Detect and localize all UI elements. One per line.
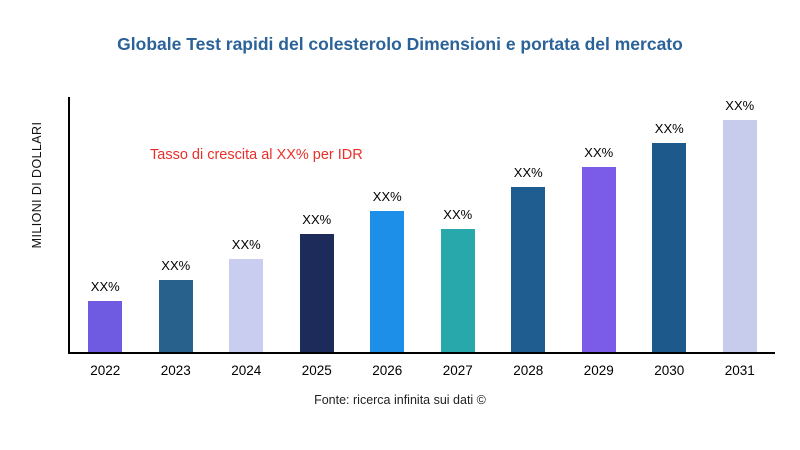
bar-value-label: XX% bbox=[654, 121, 684, 137]
x-tick-label-2028: 2028 bbox=[513, 363, 544, 378]
bar-value-label: XX% bbox=[90, 279, 120, 294]
bar-column-2022: XX% 2022 bbox=[70, 97, 141, 378]
bar-column-2025: XX% 2025 bbox=[282, 97, 353, 378]
bar-2024 bbox=[229, 259, 264, 352]
y-axis-label: MILIONI DI DOLLARI bbox=[30, 121, 44, 249]
bar-2028 bbox=[511, 187, 546, 352]
bar-column-2031: XX% 2031 bbox=[705, 97, 776, 378]
bar-2025 bbox=[299, 233, 334, 352]
bar-column-2029: XX% 2029 bbox=[564, 97, 635, 378]
x-tick-label-2023: 2023 bbox=[160, 363, 191, 378]
bar-column-2028: XX% 2028 bbox=[493, 97, 564, 378]
bars-container: XX% 2022 XX% 2023 XX% 2024 XX% 2025 XX% 2026 XX% 20… bbox=[70, 97, 776, 378]
x-tick-label-2024: 2024 bbox=[231, 363, 262, 378]
bar-value-label: XX% bbox=[443, 207, 473, 223]
x-tick-label-2022: 2022 bbox=[90, 363, 121, 378]
x-tick-label-2030: 2030 bbox=[654, 363, 685, 378]
source-caption: Fonte: ricerca infinita sui dati © bbox=[314, 393, 486, 407]
bar-column-2024: XX% 2024 bbox=[211, 97, 282, 378]
growth-rate-annotation: Tasso di crescita al XX% per IDR bbox=[150, 147, 363, 163]
bar-2026 bbox=[370, 210, 405, 352]
bar-column-2027: XX% 2027 bbox=[423, 97, 494, 378]
x-tick-label-2025: 2025 bbox=[301, 363, 332, 378]
bar-2029 bbox=[581, 166, 616, 352]
bar-value-label: XX% bbox=[584, 144, 614, 160]
bar-column-2023: XX% 2023 bbox=[141, 97, 212, 378]
bar-value-label: XX% bbox=[513, 165, 543, 181]
bar-2022 bbox=[88, 301, 123, 352]
bar-column-2030: XX% 2030 bbox=[634, 97, 705, 378]
bar-2031 bbox=[722, 120, 757, 352]
plot-area: XX% 2022 XX% 2023 XX% 2024 XX% 2025 XX% 2026 XX% 20… bbox=[68, 97, 776, 378]
bar-value-label: XX% bbox=[161, 258, 191, 274]
bar-value-label: XX% bbox=[302, 211, 332, 227]
bar-value-label: XX% bbox=[372, 188, 402, 204]
x-tick-label-2031: 2031 bbox=[724, 363, 755, 378]
chart-title: Globale Test rapidi del colesterolo Dime… bbox=[117, 34, 683, 54]
bar-2027 bbox=[440, 229, 475, 352]
x-tick-label-2026: 2026 bbox=[372, 363, 403, 378]
bar-value-label: XX% bbox=[231, 237, 261, 253]
bar-column-2026: XX% 2026 bbox=[352, 97, 423, 378]
bar-value-label: XX% bbox=[725, 98, 755, 114]
x-tick-label-2029: 2029 bbox=[583, 363, 614, 378]
bar-2030 bbox=[652, 143, 687, 352]
x-tick-label-2027: 2027 bbox=[442, 363, 473, 378]
bar-2023 bbox=[158, 280, 193, 352]
